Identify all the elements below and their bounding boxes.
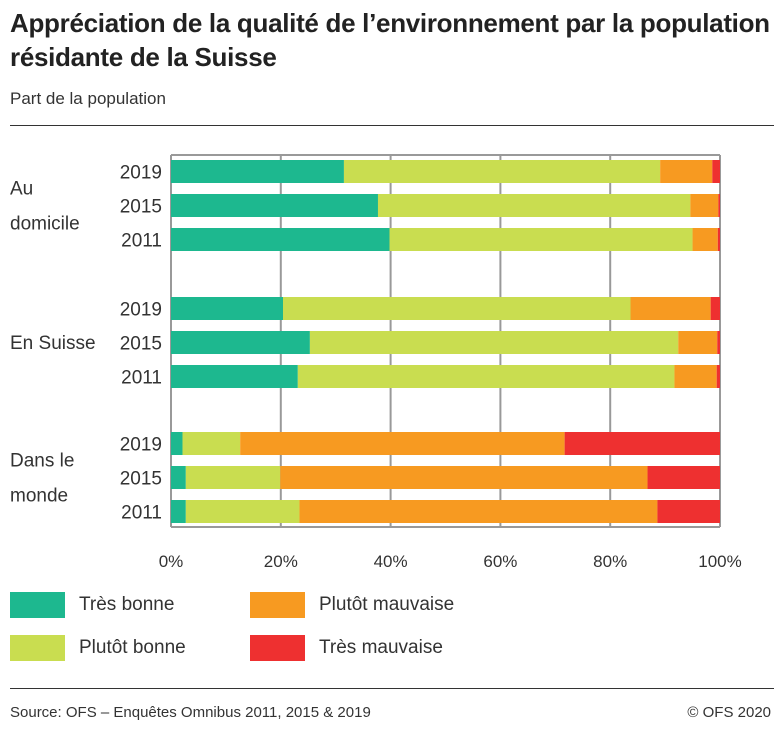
bar-segment	[171, 466, 186, 489]
group-label: Au	[10, 179, 33, 200]
bar-segment	[171, 432, 183, 455]
bar-segment	[564, 432, 720, 455]
legend-label: Très bonne	[79, 594, 175, 615]
year-label: 2015	[120, 334, 162, 355]
chart-subtitle: Part de la population	[10, 89, 166, 108]
bar-segment	[185, 466, 281, 489]
top-divider	[10, 125, 774, 126]
bar-segment	[717, 331, 720, 354]
bar-segment	[171, 331, 310, 354]
bar-segment	[282, 297, 631, 320]
bar-segment	[710, 297, 720, 320]
legend-label: Très mauvaise	[319, 637, 443, 658]
bar-segment	[240, 432, 565, 455]
legend-swatch	[10, 592, 65, 618]
x-tick-label: 80%	[593, 552, 627, 571]
bar-segment	[171, 228, 390, 251]
bar-segment	[299, 500, 658, 523]
x-tick-label: 100%	[698, 552, 741, 571]
legend-item: Très bonne	[10, 592, 174, 618]
year-label: 2019	[120, 163, 162, 184]
group-label: domicile	[10, 214, 80, 235]
year-label: 2019	[120, 435, 162, 456]
bar-segment	[377, 194, 691, 217]
legend-swatch	[250, 635, 305, 661]
legend-item: Très mauvaise	[250, 635, 443, 661]
bar-segment	[280, 466, 648, 489]
bar-segment	[690, 194, 719, 217]
legend-item: Plutôt bonne	[10, 635, 186, 661]
bar-segment	[389, 228, 693, 251]
year-label: 2015	[120, 469, 162, 490]
year-label: 2011	[121, 503, 162, 524]
bar-segment	[185, 500, 300, 523]
x-tick-label: 60%	[483, 552, 517, 571]
bar-segment	[716, 365, 720, 388]
copyright: © OFS 2020	[687, 704, 771, 721]
year-label: 2015	[120, 197, 162, 218]
bottom-divider	[10, 688, 774, 689]
legend-swatch	[10, 635, 65, 661]
bar-segment	[182, 432, 241, 455]
year-label: 2019	[120, 300, 162, 321]
bar-segment	[171, 365, 298, 388]
bar-segment	[630, 297, 711, 320]
legend-swatch	[250, 592, 305, 618]
chart-title: Appréciation de la qualité de l’environn…	[10, 8, 770, 72]
bar-segment	[171, 160, 344, 183]
year-label: 2011	[121, 368, 162, 389]
year-label: 2011	[121, 231, 162, 252]
bar-segment	[171, 500, 186, 523]
bar-segment	[718, 194, 720, 217]
bar-segment	[343, 160, 661, 183]
group-label: Dans le	[10, 451, 74, 472]
x-tick-label: 0%	[159, 552, 184, 571]
legend-item: Plutôt mauvaise	[250, 592, 454, 618]
x-tick-label: 40%	[374, 552, 408, 571]
bar-segment	[712, 160, 720, 183]
bar-segment	[171, 194, 378, 217]
legend-label: Plutôt bonne	[79, 637, 186, 658]
group-label: monde	[10, 486, 68, 507]
bar-segment	[297, 365, 675, 388]
source-note: Source: OFS – Enquêtes Omnibus 2011, 201…	[10, 704, 371, 721]
bar-segment	[647, 466, 720, 489]
bar-segment	[660, 160, 713, 183]
legend-label: Plutôt mauvaise	[319, 594, 455, 615]
x-tick-label: 20%	[264, 552, 298, 571]
bar-segment	[717, 228, 720, 251]
bar-segment	[678, 331, 718, 354]
bar-segment	[171, 297, 283, 320]
bar-segment	[309, 331, 679, 354]
bar-segment	[674, 365, 717, 388]
group-label: En Suisse	[10, 333, 96, 354]
bar-segment	[692, 228, 718, 251]
bar-segment	[657, 500, 720, 523]
